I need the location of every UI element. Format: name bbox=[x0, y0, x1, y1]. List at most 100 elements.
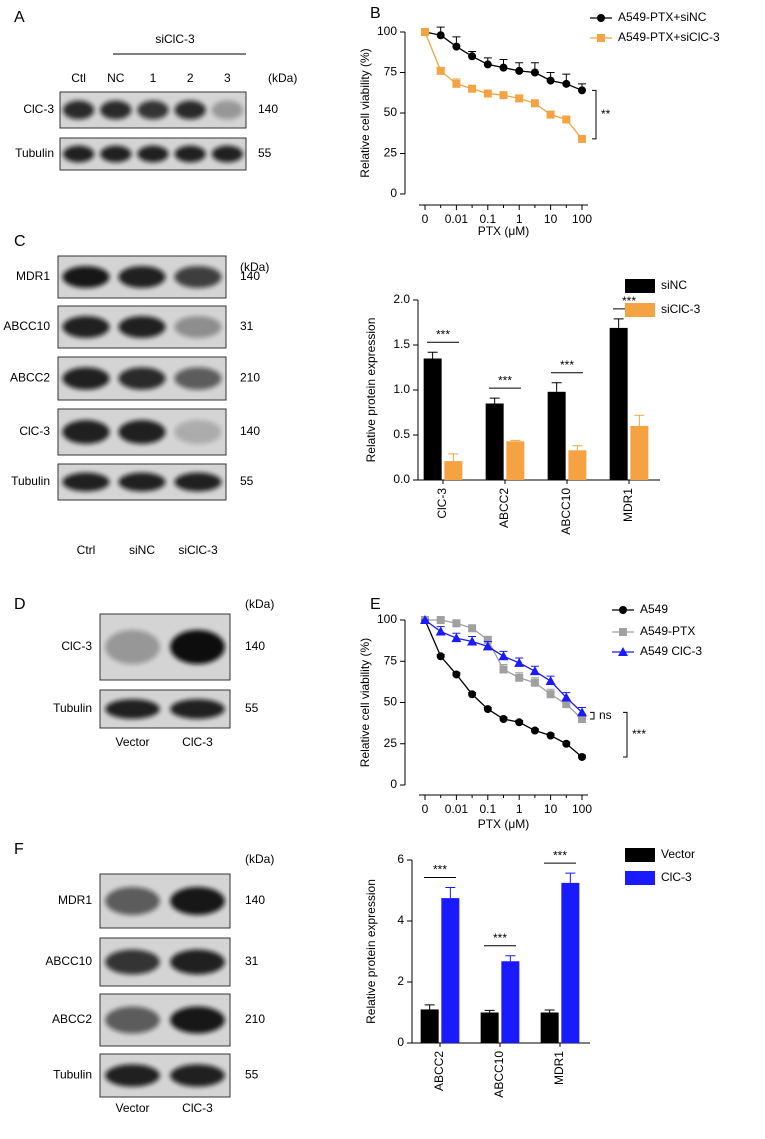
blot-band bbox=[118, 316, 166, 338]
kda-label: 31 bbox=[240, 319, 254, 333]
legend-label: A549-PTX+siClC-3 bbox=[618, 30, 720, 44]
y-tick-label: 0 bbox=[397, 1035, 404, 1049]
marker bbox=[578, 715, 586, 723]
x-tick-label: ClC-3 bbox=[435, 488, 449, 519]
marker bbox=[482, 641, 493, 651]
marker bbox=[499, 63, 508, 72]
blot-band bbox=[118, 266, 166, 288]
marker bbox=[468, 52, 477, 61]
bar bbox=[630, 426, 649, 480]
blot-band bbox=[105, 629, 160, 665]
lane-label: siClC-3 bbox=[178, 543, 218, 557]
y-tick-label: 0 bbox=[390, 186, 397, 200]
marker bbox=[452, 79, 461, 88]
y-tick-label: 2.0 bbox=[393, 292, 410, 306]
significance-bracket bbox=[592, 89, 597, 140]
marker bbox=[499, 715, 508, 723]
unit-label: (kDa) bbox=[245, 597, 274, 611]
legend-label: siNC bbox=[661, 278, 687, 292]
legend-marker bbox=[618, 647, 628, 656]
blot-band bbox=[174, 420, 222, 444]
row-label: ABCC10 bbox=[3, 319, 50, 333]
series-line bbox=[424, 31, 583, 140]
x-axis-label: PTX (μM) bbox=[478, 224, 530, 238]
marker bbox=[483, 705, 492, 714]
row-label: ClC-3 bbox=[23, 102, 54, 116]
kda-label: 140 bbox=[240, 269, 260, 283]
row-label: ABCC10 bbox=[45, 954, 92, 968]
significance-label: ** bbox=[601, 107, 611, 121]
x-tick-label: ABCC10 bbox=[492, 1051, 506, 1098]
row-label: ABCC2 bbox=[10, 371, 50, 385]
marker bbox=[530, 99, 539, 108]
y-tick-label: 0.0 bbox=[393, 472, 410, 486]
x-tick-label: 10 bbox=[544, 212, 558, 226]
bar bbox=[568, 450, 587, 480]
blot-band bbox=[62, 367, 110, 390]
lane-label: Vector bbox=[115, 735, 149, 749]
marker bbox=[578, 752, 586, 761]
kda-label: 210 bbox=[240, 371, 260, 385]
x-tick-label: ABCC2 bbox=[432, 1051, 446, 1091]
error-bar bbox=[448, 453, 459, 462]
lane-label: ClC-3 bbox=[182, 1101, 213, 1115]
error-bar bbox=[424, 1004, 435, 1010]
significance-label: *** bbox=[498, 373, 512, 387]
marker bbox=[452, 619, 461, 628]
marker bbox=[420, 615, 430, 624]
x-tick-label: 100 bbox=[572, 802, 592, 816]
significance-label: *** bbox=[560, 358, 574, 372]
blot-band bbox=[174, 316, 222, 338]
marker bbox=[499, 665, 508, 674]
marker bbox=[514, 657, 525, 667]
y-tick-label: 50 bbox=[384, 105, 398, 119]
lane-label: ClC-3 bbox=[182, 735, 213, 749]
bar bbox=[609, 327, 628, 480]
marker bbox=[546, 690, 555, 699]
legend-label: A549-PTX+siNC bbox=[618, 10, 707, 24]
row-label: ClC-3 bbox=[61, 639, 92, 653]
error-bar bbox=[551, 382, 562, 392]
group-label: siClC-3 bbox=[155, 32, 195, 46]
x-tick-label: 10 bbox=[544, 802, 558, 816]
x-tick-label: 0.1 bbox=[479, 802, 496, 816]
blot-band bbox=[105, 1006, 160, 1034]
marker bbox=[562, 115, 571, 124]
blot-band bbox=[118, 472, 166, 492]
bar bbox=[441, 898, 460, 1043]
bar bbox=[420, 1009, 439, 1043]
bar bbox=[501, 961, 520, 1043]
kda-label: 55 bbox=[245, 701, 259, 715]
marker bbox=[530, 726, 539, 735]
blot-band bbox=[62, 100, 95, 120]
legend-swatch bbox=[625, 871, 655, 885]
marker bbox=[515, 94, 524, 103]
legend-swatch bbox=[625, 279, 655, 293]
error-bar bbox=[613, 318, 624, 328]
blot-band bbox=[170, 1064, 225, 1087]
significance-label: ns bbox=[599, 708, 612, 722]
marker bbox=[546, 110, 555, 119]
x-tick-label: 0.1 bbox=[479, 212, 496, 226]
y-axis-label: Relative protein expression bbox=[364, 879, 378, 1024]
x-tick-label: 1 bbox=[516, 802, 523, 816]
y-tick-label: 0 bbox=[390, 777, 397, 791]
significance-bracket bbox=[590, 711, 595, 720]
row-label: Tubulin bbox=[53, 701, 92, 715]
y-axis-label: Relative cell viability (%) bbox=[358, 48, 372, 177]
panel-letter: B bbox=[370, 5, 381, 22]
legend-marker bbox=[619, 606, 627, 614]
legend-label: A549-PTX bbox=[640, 624, 695, 638]
blot-band bbox=[170, 629, 225, 665]
y-tick-label: 1.5 bbox=[393, 337, 410, 351]
legend-label: A549 ClC-3 bbox=[640, 644, 702, 658]
row-label: MDR1 bbox=[16, 269, 50, 283]
y-tick-label: 75 bbox=[384, 653, 398, 667]
blot-band bbox=[105, 886, 160, 916]
significance-label: *** bbox=[493, 931, 507, 945]
row-label: ClC-3 bbox=[19, 424, 50, 438]
blot-band bbox=[62, 266, 110, 288]
marker bbox=[451, 633, 462, 643]
blot-band bbox=[174, 100, 206, 120]
